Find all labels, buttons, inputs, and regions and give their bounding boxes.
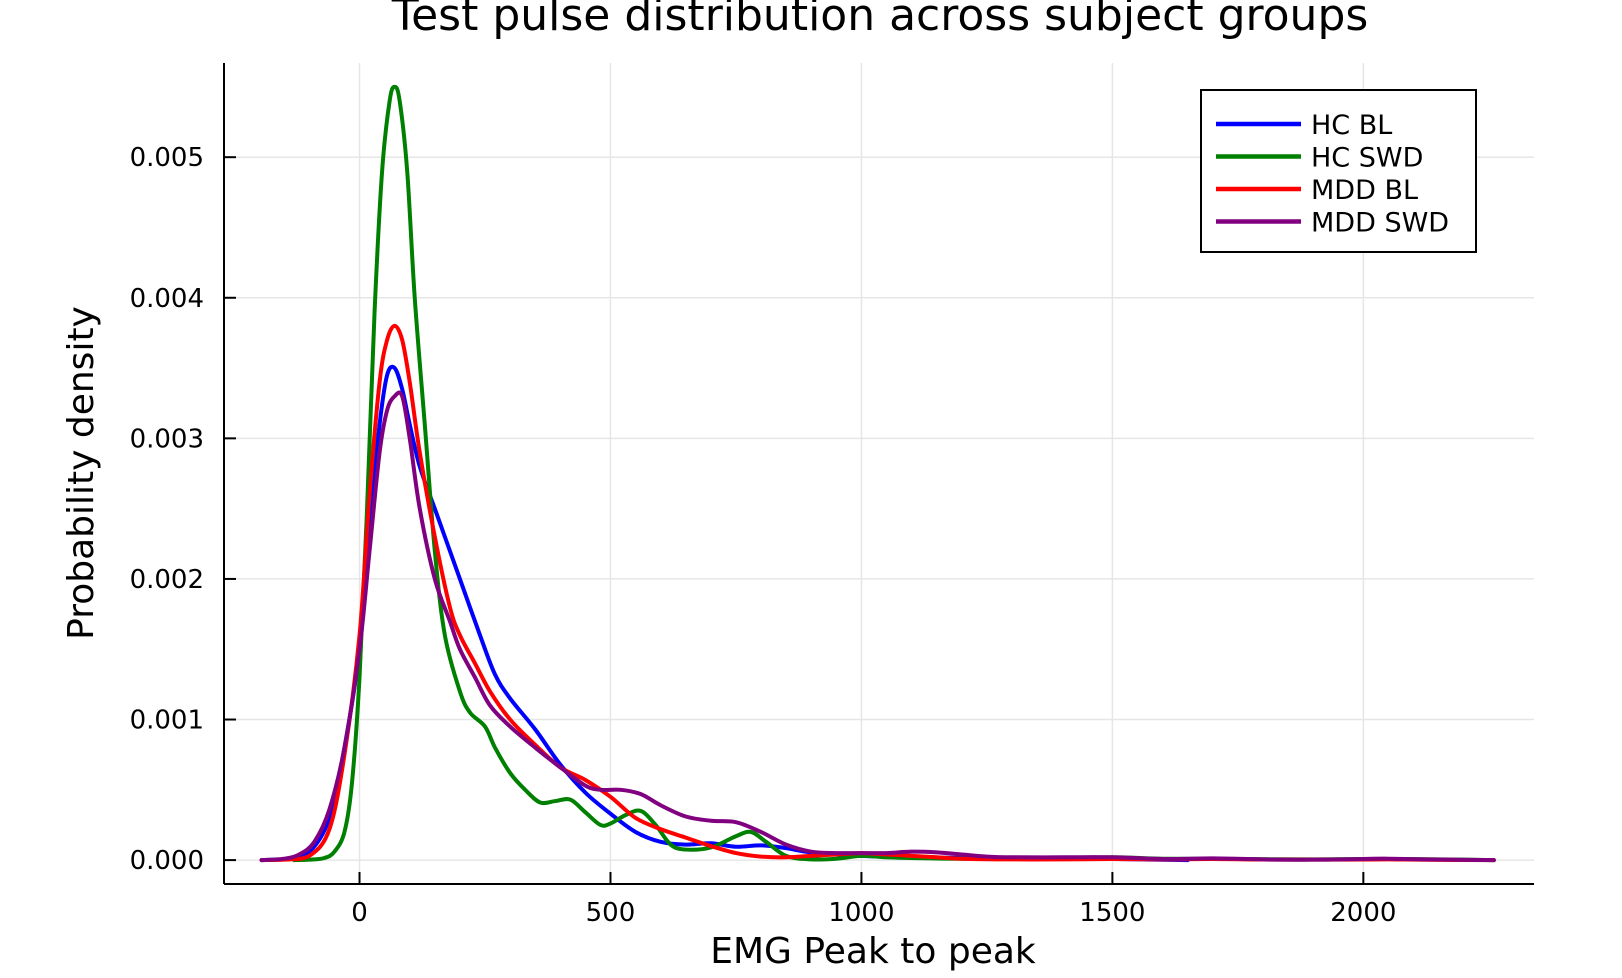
x-tick-label: 2000 [1330, 898, 1396, 928]
chart-title: Test pulse distribution across subject g… [391, 0, 1369, 41]
series-line-mdd-bl [259, 323, 1496, 863]
legend-label-hc-swd: HC SWD [1311, 143, 1423, 174]
y-tick-label: 0.004 [130, 284, 204, 314]
legend-box [1200, 89, 1477, 253]
series-layer [259, 84, 1496, 863]
y-axis-label: Probability density [61, 306, 102, 640]
x-axis-label: EMG Peak to peak [710, 931, 1036, 972]
x-tick-label: 1500 [1079, 898, 1145, 928]
x-tick-label: 1000 [828, 898, 894, 928]
series-line-mdd-swd [259, 390, 1496, 863]
y-tick-label: 0.005 [130, 143, 204, 173]
y-tick-label: 0.001 [130, 706, 204, 736]
y-tick-label: 0.003 [130, 424, 204, 454]
y-tick-label: 0.000 [130, 846, 204, 876]
x-tick-label: 0 [351, 898, 368, 928]
x-tick-label: 500 [586, 898, 636, 928]
legend-label-mdd-swd: MDD SWD [1311, 208, 1449, 239]
legend-label-hc-bl: HC BL [1311, 110, 1392, 141]
legend-label-mdd-bl: MDD BL [1311, 175, 1418, 206]
y-tick-label: 0.002 [130, 565, 204, 595]
axes-layer: 0 500 1000 1500 2000 0.000 0.001 0.002 0.003 0.00… [130, 63, 1534, 928]
